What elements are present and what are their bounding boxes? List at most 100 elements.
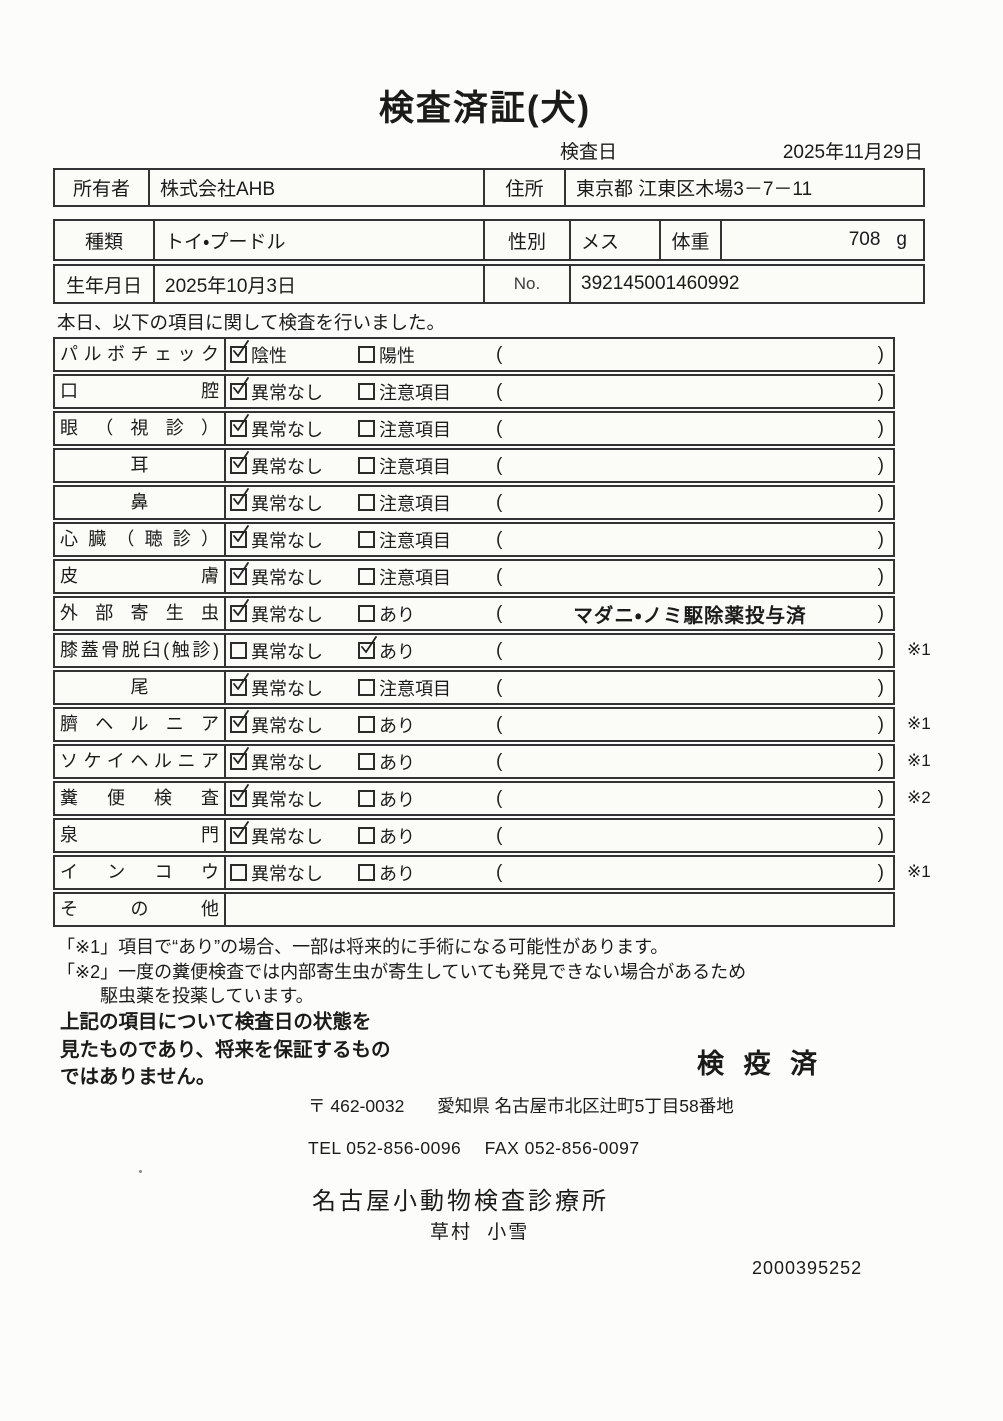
exam-result: 異常なし あり () xyxy=(226,635,893,666)
checkbox-checked-icon xyxy=(230,710,249,733)
disclaimer-line-2: 見たものであり、将来を保証するもの xyxy=(60,1038,391,1061)
exam-item-label: 耳 xyxy=(55,450,226,481)
result-option: 異常なし xyxy=(230,377,358,405)
exam-result: 異常なし あり (マダニ・ノミ駆除薬投与済) xyxy=(226,598,893,629)
result-option: 異常なし xyxy=(230,414,358,442)
result-option: 異常なし xyxy=(230,599,358,627)
exam-result: 異常なし あり () xyxy=(226,783,893,814)
exam-item-label: ソケイヘルニア xyxy=(55,746,226,777)
exam-row: 眼（視診） 異常なし 注意項目 () xyxy=(53,411,895,446)
exam-result: 異常なし 注意項目 () xyxy=(226,450,893,481)
species-label: 種類 xyxy=(55,221,155,259)
exam-item-label: 眼（視診） xyxy=(55,413,226,444)
remarks-field: () xyxy=(496,714,893,736)
exam-result: 異常なし 注意項目 () xyxy=(226,672,893,703)
close-paren: ) xyxy=(877,639,884,661)
result-note: マダニ・ノミ駆除薬投与済 xyxy=(573,605,807,627)
checkbox-empty-icon xyxy=(230,642,247,659)
close-paren: ) xyxy=(877,824,884,846)
clinic-fax: FAX 052-856-0097 xyxy=(484,1138,640,1158)
exam-item-label: 皮膚 xyxy=(55,561,226,592)
exam-result: 異常なし 注意項目 () xyxy=(226,487,893,518)
option-label: 異常なし xyxy=(251,752,323,773)
result-option: 異常なし xyxy=(230,638,358,664)
exam-item-label: 口腔 xyxy=(55,376,226,407)
disclaimer-text: 上記の項目について検査日の状態を 見たものであり、将来を保証するもの ではありま… xyxy=(60,1009,391,1092)
option-label: 異常なし xyxy=(251,715,323,736)
exam-row: 膝蓋骨脱臼(触診) 異常なし あり () ※1 xyxy=(53,633,931,668)
option-label: 異常なし xyxy=(251,826,323,847)
checkbox-empty-icon xyxy=(358,346,375,363)
open-paren: ( xyxy=(496,639,503,661)
checkbox-empty-icon xyxy=(358,753,375,770)
checkbox-checked-icon xyxy=(230,821,249,844)
checkbox-empty-icon xyxy=(358,790,375,807)
birth-value: 2025年10月3日 xyxy=(155,266,485,302)
veterinarian-name: 草村 小雪 xyxy=(430,1222,530,1243)
checkbox-checked-icon xyxy=(230,562,249,585)
footnote-mark: ※1 xyxy=(907,751,931,770)
close-paren: ) xyxy=(877,602,884,624)
close-paren: ) xyxy=(877,676,884,698)
close-paren: ) xyxy=(877,343,884,365)
open-paren: ( xyxy=(496,454,503,476)
result-option: 異常なし xyxy=(230,673,358,701)
result-option: あり xyxy=(358,636,496,664)
option-label: 注意項目 xyxy=(379,382,451,403)
open-paren: ( xyxy=(496,343,503,365)
exam-result: 異常なし 注意項目 () xyxy=(226,413,893,444)
remarks-field: () xyxy=(496,788,893,810)
option-label: 異常なし xyxy=(251,604,323,625)
footnote-mark: ※1 xyxy=(907,640,931,659)
footnote-2-cont: 駆虫薬を投薬しています。 xyxy=(100,986,314,1006)
owner-address: 東京都 江東区木場3－7－11 xyxy=(576,179,813,200)
checkbox-checked-icon xyxy=(230,414,249,437)
exam-row: パルボチェック 陰性 陽性 () xyxy=(53,337,895,372)
clinic-postal: 〒 462-0032 xyxy=(308,1096,405,1116)
option-label: 異常なし xyxy=(251,678,323,699)
clinic-phone-line: TEL 052-856-0096 FAX 052-856-0097 xyxy=(308,1138,640,1159)
result-option: 異常なし xyxy=(230,784,358,812)
checkbox-checked-icon xyxy=(230,673,249,696)
option-label: 異常なし xyxy=(251,419,323,440)
birth-no-row: 生年月日 2025年10月3日 No. 392145001460992 xyxy=(53,264,925,304)
exam-result: 異常なし 注意項目 () xyxy=(226,561,893,592)
option-label: 異常なし xyxy=(251,530,323,551)
result-option: 注意項目 xyxy=(358,675,496,701)
checkbox-checked-icon xyxy=(230,377,249,400)
disclaimer-line-3: ではありません。 xyxy=(60,1066,216,1088)
option-label: 異常なし xyxy=(251,641,323,662)
clinic-address-line: 〒 462-0032 愛知県 名古屋市北区辻町5丁目58番地 xyxy=(308,1093,734,1118)
owner-table: 所有者 株式会社AHB 住所 東京都 江東区木場3－7－11 xyxy=(53,168,925,207)
open-paren: ( xyxy=(496,824,503,846)
option-label: 注意項目 xyxy=(379,456,451,477)
checkbox-checked-icon xyxy=(358,636,377,659)
inspection-date-label: 検査日 xyxy=(560,142,618,163)
close-paren: ) xyxy=(877,380,884,402)
option-label: 異常なし xyxy=(251,493,323,514)
close-paren: ) xyxy=(877,454,884,476)
remarks-field: () xyxy=(496,529,893,551)
remarks-field: () xyxy=(496,640,893,662)
birth-label: 生年月日 xyxy=(55,266,155,302)
checkbox-checked-icon xyxy=(230,488,249,511)
checkbox-empty-icon xyxy=(358,864,375,881)
result-option: 注意項目 xyxy=(358,453,496,479)
disclaimer-line-1: 上記の項目について検査日の状態を xyxy=(60,1011,372,1033)
weight-value: 708 xyxy=(848,229,881,250)
open-paren: ( xyxy=(496,491,503,513)
result-option: 異常なし xyxy=(230,821,358,849)
option-label: 異常なし xyxy=(251,789,323,810)
exam-item-label: パルボチェック xyxy=(55,339,226,370)
open-paren: ( xyxy=(496,861,503,883)
exam-row: 皮膚 異常なし 注意項目 () xyxy=(53,559,895,594)
checkbox-empty-icon xyxy=(358,605,375,622)
exam-result: 異常なし あり () xyxy=(226,746,893,777)
exam-row: 泉門 異常なし あり () xyxy=(53,818,895,853)
result-option: あり xyxy=(358,786,496,812)
clinic-address: 愛知県 名古屋市北区辻町5丁目58番地 xyxy=(437,1096,734,1116)
option-label: 注意項目 xyxy=(379,530,451,551)
result-option: 陰性 xyxy=(230,340,358,368)
option-label: あり xyxy=(379,826,415,847)
exam-row: 口腔 異常なし 注意項目 () xyxy=(53,374,895,409)
